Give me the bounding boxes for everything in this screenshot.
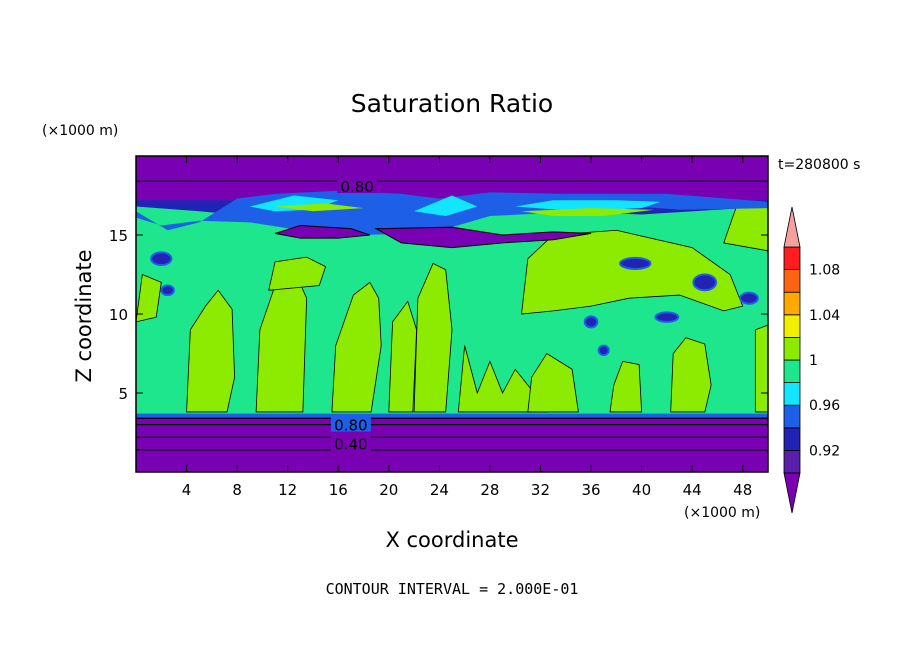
colorbar-swatch-6 [783,336,801,361]
contour-label-bg [330,415,371,432]
supersaturated-region-11 [136,273,162,323]
x-unit-label: (×1000 m) [684,505,760,521]
x-tick-label: 48 [733,481,752,499]
field-band-low [136,418,768,472]
y-tick-label: 5 [118,385,128,403]
colorbar-over-arrow [783,206,801,248]
colorbar-swatch-5 [783,359,801,384]
dry-patch-4 [692,273,718,292]
colorbar-tick-label: 1.04 [809,308,840,324]
dry-patch-1 [150,251,173,267]
x-tick-label: 16 [329,481,348,499]
x-axis: 4 8 12 16 20 24 28 32 36 40 44 48 [182,156,752,499]
contour-label-bg [330,434,371,451]
contour-labels: 0.800.800.40 [330,177,378,454]
x-tick-label: 44 [683,481,702,499]
dry-patch-8 [654,311,680,323]
x-tick-label: 8 [232,481,242,499]
plot-area [136,156,768,472]
contour-label: 0.80 [334,417,367,435]
supersaturated-region-1 [186,289,235,413]
dry-patch-2 [160,284,175,297]
supersaturated-region-10 [754,324,768,413]
x-tick-label: 28 [480,481,499,499]
supersaturated-region-14 [723,206,768,252]
y-tick-label: 15 [109,227,128,245]
x-tick-label: 24 [430,481,449,499]
colorbar-swatch-4 [783,382,801,406]
supersaturated-region-3 [331,281,382,413]
upper-layer-feature-5 [515,200,661,212]
colorbar-tick-label: 0.92 [809,443,840,459]
supersaturated-region-13 [268,256,327,291]
dry-patch-3 [619,256,652,270]
x-tick-label: 32 [531,481,550,499]
x-tick-label: 20 [379,481,398,499]
dry-patch-5 [739,291,759,305]
contour-label: 0.40 [334,436,367,454]
colorbar-under-arrow [783,472,801,514]
chart-title: Saturation Ratio [351,89,553,118]
x-tick-label: 12 [278,481,297,499]
dry-patch-7 [597,344,610,357]
colorbar-swatch-7 [783,314,801,338]
y-unit-label: (×1000 m) [42,123,118,139]
x-tick-label: 4 [182,481,192,499]
y-tick-label: 10 [109,306,128,324]
contour-interval-note: CONTOUR INTERVAL = 2.000E-01 [326,580,579,598]
colorbar-swatch-2 [783,427,801,451]
colorbar-tick-label: 1.08 [809,263,840,279]
y-axis: 5 10 15 [109,227,768,403]
supersaturated-region-8 [609,360,643,413]
y-axis-label: Z coordinate [72,249,96,382]
x-tick-label: 36 [581,481,600,499]
colorbar-tick-label: 1 [809,353,818,369]
colorbar-swatch-9 [783,269,801,293]
upper-layer-feature-6 [275,203,364,212]
contour-label: 0.80 [340,178,373,196]
field-band-edge [136,413,768,419]
colorbar-swatch-3 [783,404,801,429]
dry-patch-6 [583,315,599,329]
colorbar-swatch-10 [783,246,801,271]
x-tick-label: 40 [632,481,651,499]
colorbar-swatch-8 [783,291,801,316]
colorbar-tick-label: 0.96 [809,398,840,414]
time-label: t=280800 s [778,157,860,173]
supersaturated-region-5 [413,262,453,413]
supersaturated-region-9 [670,337,712,413]
colorbar: 0.92 0.96 1 1.04 1.08 [783,206,840,514]
upper-layer-feature-8 [274,225,370,239]
colorbar-swatch-1 [783,449,801,474]
upper-layer-feature-7 [521,208,655,217]
supersaturated-region-4 [388,300,418,413]
upper-layer-feature-9 [374,226,592,249]
contour-label-bg [337,177,378,194]
x-axis-label: X coordinate [385,528,518,552]
supersaturated-region-7 [527,352,579,413]
upper-layer-feature-4 [414,195,478,217]
